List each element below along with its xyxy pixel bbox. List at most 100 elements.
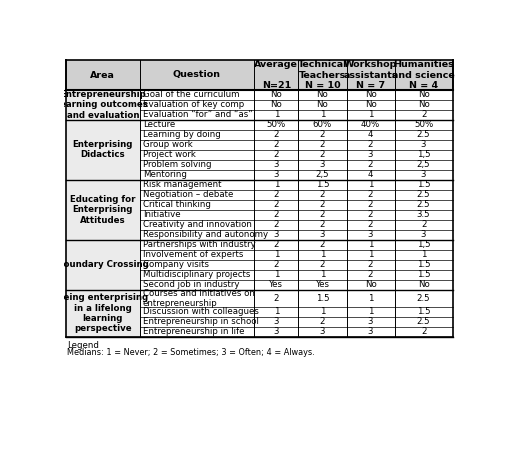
Bar [139, 307, 254, 317]
Bar [347, 170, 394, 180]
Text: 3: 3 [421, 170, 427, 179]
Bar [298, 110, 347, 120]
Bar [66, 120, 139, 180]
Bar [139, 270, 254, 280]
Bar [254, 100, 298, 110]
Text: 3: 3 [421, 140, 427, 149]
Text: No: No [364, 100, 376, 109]
Bar [254, 307, 298, 317]
Bar [254, 290, 298, 307]
Bar [254, 150, 298, 160]
Bar [347, 317, 394, 327]
Text: 2.5: 2.5 [417, 200, 431, 209]
Text: 2: 2 [320, 210, 325, 219]
Text: 3: 3 [320, 327, 325, 336]
Text: Goal of the curriculum: Goal of the curriculum [143, 90, 239, 99]
Bar [254, 280, 298, 290]
Bar [139, 170, 254, 180]
Bar [347, 89, 394, 100]
Bar [394, 190, 453, 200]
Bar [347, 100, 394, 110]
Bar [347, 150, 394, 160]
Text: 2: 2 [421, 220, 427, 229]
Text: 1: 1 [368, 250, 373, 260]
Bar [298, 240, 347, 250]
Text: 2: 2 [320, 260, 325, 269]
Bar [298, 220, 347, 230]
Bar [254, 160, 298, 170]
Bar [347, 240, 394, 250]
Text: Project work: Project work [143, 150, 195, 159]
Bar [394, 130, 453, 140]
Bar [139, 110, 254, 120]
Text: No: No [317, 90, 328, 99]
Bar [394, 307, 453, 317]
Text: 1: 1 [368, 240, 373, 249]
Bar [254, 89, 298, 100]
Text: Creativity and innovation: Creativity and innovation [143, 220, 251, 229]
Text: 2: 2 [320, 130, 325, 139]
Text: 2: 2 [320, 190, 325, 199]
Bar [139, 290, 254, 307]
Text: 1,5: 1,5 [417, 150, 431, 159]
Bar [254, 230, 298, 240]
Text: Involvement of experts: Involvement of experts [143, 250, 243, 260]
Text: 3: 3 [368, 317, 373, 326]
Bar [254, 240, 298, 250]
Bar [254, 170, 298, 180]
Text: Average

N=21: Average N=21 [254, 60, 298, 90]
Text: 3.5: 3.5 [417, 210, 431, 219]
Text: 3: 3 [274, 317, 279, 326]
Bar [298, 170, 347, 180]
Text: 50%: 50% [414, 120, 433, 129]
Text: Evaluation “for” and “as”: Evaluation “for” and “as” [143, 110, 252, 119]
Text: Critical thinking: Critical thinking [143, 200, 211, 209]
Bar [394, 220, 453, 230]
Text: Enterprising
Didactics: Enterprising Didactics [73, 140, 133, 159]
Bar [298, 140, 347, 150]
Bar [139, 160, 254, 170]
Text: 1,5: 1,5 [417, 240, 431, 249]
Bar [139, 220, 254, 230]
Text: 1: 1 [274, 270, 279, 279]
Text: No: No [418, 280, 430, 289]
Text: 2: 2 [368, 140, 373, 149]
Text: 50%: 50% [267, 120, 286, 129]
Text: 2: 2 [274, 240, 279, 249]
Bar [298, 327, 347, 337]
Text: 2: 2 [368, 160, 373, 169]
Text: 3: 3 [274, 230, 279, 239]
Bar [394, 327, 453, 337]
Text: 2: 2 [320, 240, 325, 249]
Bar [347, 190, 394, 200]
Bar [394, 290, 453, 307]
Bar [254, 120, 298, 130]
Text: 1: 1 [368, 110, 373, 119]
Text: Boundary Crossing: Boundary Crossing [57, 260, 149, 269]
Text: Evaluation of key comp: Evaluation of key comp [143, 100, 244, 109]
Text: No: No [317, 100, 328, 109]
Text: Entrepreneurship in life: Entrepreneurship in life [143, 327, 244, 336]
Bar [298, 230, 347, 240]
Bar [347, 130, 394, 140]
Text: Multidisciplinary projects: Multidisciplinary projects [143, 270, 250, 279]
Bar [254, 180, 298, 190]
Bar [66, 89, 139, 120]
Bar [347, 290, 394, 307]
Text: 2: 2 [274, 130, 279, 139]
Text: Second job in industry: Second job in industry [143, 280, 239, 289]
Text: 4: 4 [368, 130, 373, 139]
Bar [298, 280, 347, 290]
Text: 1: 1 [274, 110, 279, 119]
Bar [347, 307, 394, 317]
Text: Yes: Yes [269, 280, 284, 289]
Bar [139, 150, 254, 160]
Text: 4: 4 [368, 170, 373, 179]
Text: 1.5: 1.5 [417, 270, 431, 279]
Bar [254, 327, 298, 337]
Text: 1.5: 1.5 [417, 180, 431, 189]
Bar [394, 317, 453, 327]
Text: 2: 2 [274, 190, 279, 199]
Text: 2: 2 [421, 110, 427, 119]
Bar [139, 250, 254, 260]
